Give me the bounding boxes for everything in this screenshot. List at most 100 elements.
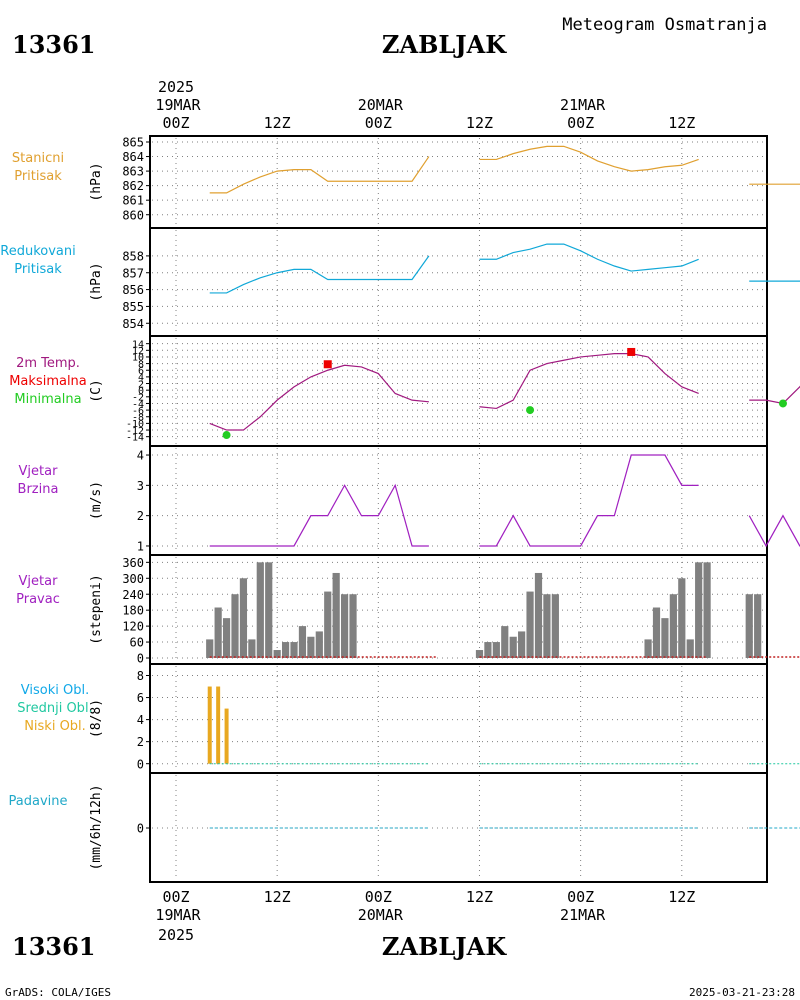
panel-label: Pritisak <box>14 169 62 184</box>
panel-frame <box>149 227 768 337</box>
y-tick-label: 865 <box>122 136 144 150</box>
wind-direction-bar <box>248 639 256 658</box>
y-tick-label: 2 <box>137 735 144 749</box>
tmax-marker <box>323 360 332 369</box>
y-tick-label: 3 <box>137 479 144 493</box>
wind-direction-bar <box>669 594 677 658</box>
panel-4: 0 60 120 180 240 300 360 (stepeni) Vjetar Pravac <box>16 554 800 666</box>
y-tick-label: 120 <box>122 620 144 634</box>
station-name: ZABLJAK <box>382 30 507 59</box>
footer-station-name: ZABLJAK <box>382 932 507 961</box>
wind-direction-bar <box>341 594 349 658</box>
series-line <box>209 156 430 194</box>
y-tick-label: -6 <box>132 406 144 417</box>
tmin-marker <box>526 406 535 415</box>
tick-label-bottom: 12Z <box>668 888 695 906</box>
panel-label: Visoki Obl. <box>21 683 89 698</box>
y-tick-label: 0 <box>137 757 144 771</box>
tmin-marker <box>222 431 231 440</box>
wind-direction-bar <box>265 562 273 658</box>
tick-label-bottom: 12Z <box>466 888 493 906</box>
wind-direction-bar <box>501 626 509 658</box>
y-tick-label: 2 <box>137 509 144 523</box>
wind-direction-bar <box>534 572 543 658</box>
y-tick-label: 1 <box>137 540 144 554</box>
y-tick-label: -8 <box>132 413 144 424</box>
y-tick-label: 60 <box>130 636 144 650</box>
panel-label: Minimalna <box>14 392 81 407</box>
panel-label: Brzina <box>18 482 59 497</box>
panels: 860861862863864865(hPa)StanicniPritisak8… <box>0 135 800 883</box>
day-label-bottom: 20MAR <box>358 906 404 924</box>
series-line <box>209 255 430 294</box>
day-label-bottom: 19MAR <box>155 906 201 924</box>
day-label-top: 19MAR <box>155 96 201 114</box>
y-tick-label: 8 <box>138 359 144 370</box>
y-tick-label: 10 <box>132 353 144 364</box>
wind-direction-bar <box>745 594 753 658</box>
day-label-top: 20MAR <box>358 96 404 114</box>
y-axis-unit: (stepeni) <box>89 574 104 644</box>
series-line <box>479 243 699 272</box>
y-tick-label: 864 <box>122 150 144 164</box>
footer-station-id: 13361 <box>12 932 96 961</box>
panel-label: Stanicni <box>12 151 64 166</box>
wind-direction-bar <box>324 591 332 658</box>
wind-direction-bar <box>509 636 517 658</box>
panel-label: Niski Obl. <box>24 719 86 734</box>
y-tick-label: 855 <box>122 300 144 314</box>
y-tick-label: 180 <box>122 604 144 618</box>
y-tick-label: -10 <box>126 419 144 430</box>
credit: GrADS: COLA/IGES <box>5 986 111 999</box>
tmin-marker <box>778 399 787 408</box>
panel-label: Vjetar <box>19 574 59 589</box>
y-tick-label: -2 <box>132 393 144 404</box>
year-label-bottom: 2025 <box>158 926 194 944</box>
wind-direction-bar <box>492 642 500 658</box>
panel-label: Maksimalna <box>9 374 87 389</box>
wind-direction-bar <box>231 594 239 658</box>
panel-label: Redukovani <box>0 244 75 259</box>
panel-frame <box>149 663 768 774</box>
tick-label-top: 00Z <box>567 114 594 132</box>
series-line <box>479 454 699 547</box>
tmax-marker <box>627 347 636 356</box>
wind-direction-bar <box>298 626 307 658</box>
cloud-bar <box>224 708 229 764</box>
y-axis-unit: (mm/6h/12h) <box>89 784 104 870</box>
y-tick-label: 4 <box>138 373 144 384</box>
y-tick-label: 856 <box>122 283 144 297</box>
y-tick-label: 0 <box>137 822 144 836</box>
y-tick-label: 12 <box>132 346 144 357</box>
panel-label: Srednji Obl. <box>17 701 92 716</box>
y-axis-unit: (hPa) <box>89 262 104 301</box>
panel-5: 0 2 4 6 8 (8/8)Visoki Obl. Srednji Obl. Niski O… <box>17 663 800 774</box>
wind-direction-bar <box>526 591 534 658</box>
wind-direction-bar <box>315 631 323 658</box>
y-tick-label: 854 <box>122 317 144 331</box>
y-tick-label: 2 <box>138 379 144 390</box>
panel-frame <box>149 445 768 556</box>
panel-1: 854 855 856 857 858 (hPa) Redukovani Pritisak <box>0 227 800 337</box>
wind-direction-bar <box>686 639 694 658</box>
y-tick-label: 863 <box>122 165 144 179</box>
tick-label-bottom: 00Z <box>162 888 189 906</box>
tick-label-top: 00Z <box>162 114 189 132</box>
series-line <box>749 280 800 282</box>
series-line <box>209 364 429 431</box>
y-axis-unit: (m/s) <box>89 481 104 520</box>
panel-label: 2m Temp. <box>16 356 80 371</box>
y-tick-label: -14 <box>126 432 144 443</box>
series-line <box>479 145 699 172</box>
y-tick-label: 862 <box>122 179 144 193</box>
y-tick-label: 4 <box>137 713 144 727</box>
y-tick-label: 6 <box>137 691 144 705</box>
y-axis-unit: (8/8) <box>89 699 104 738</box>
y-tick-label: 8 <box>137 669 144 683</box>
wind-direction-bar <box>695 562 703 658</box>
day-label-bottom: 21MAR <box>560 906 606 924</box>
wind-direction-bar <box>349 594 357 658</box>
wind-direction-bar <box>222 618 231 658</box>
y-tick-label: 860 <box>122 208 144 222</box>
